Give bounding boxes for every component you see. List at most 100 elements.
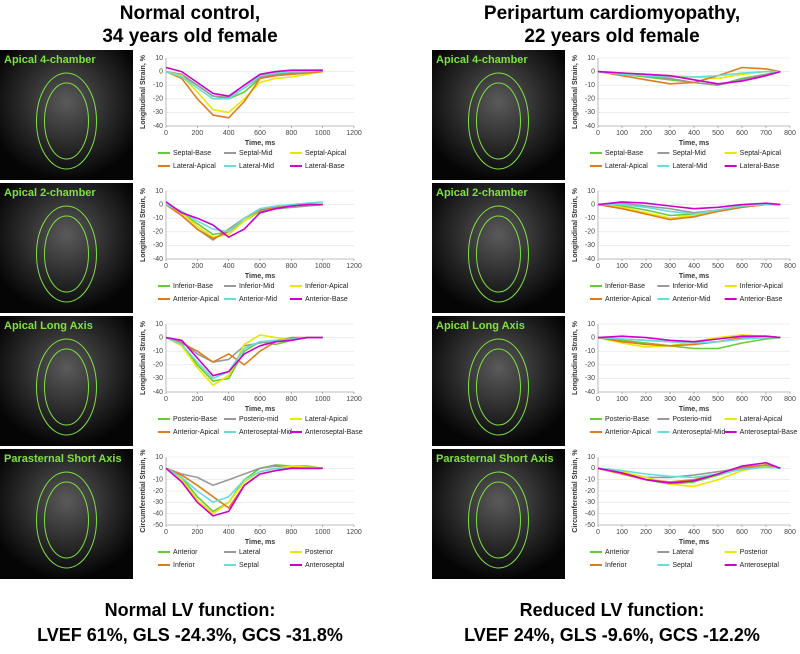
legend-label: Anteroseptal-Mid xyxy=(672,429,725,436)
x-tick-label: 800 xyxy=(285,263,297,270)
legend-label: Inferior-Apical xyxy=(740,283,784,290)
legend-label: Anteroseptal-Base xyxy=(740,429,798,436)
legend-label: Anteroseptal-Mid xyxy=(239,429,292,436)
legend-label: Inferior-Mid xyxy=(672,283,708,290)
x-tick-label: 600 xyxy=(736,130,748,137)
y-tick-label: -10 xyxy=(153,348,163,355)
x-tick-label: 0 xyxy=(164,529,168,536)
y-tick-label: 10 xyxy=(155,454,163,461)
y-tick-label: 10 xyxy=(587,454,595,461)
x-tick-label: 1000 xyxy=(315,130,331,137)
legend-label: Anterior xyxy=(605,549,630,556)
x-tick-label: 200 xyxy=(640,130,652,137)
series-line xyxy=(597,336,781,350)
series-line xyxy=(165,201,323,238)
column-title: 34 years old female xyxy=(102,26,277,47)
echo-image xyxy=(0,183,133,313)
x-axis-title: Time, ms xyxy=(245,539,275,546)
y-tick-label: 10 xyxy=(587,188,595,195)
series-line xyxy=(165,336,323,380)
y-tick-label: 0 xyxy=(591,201,595,208)
x-axis-title: Time, ms xyxy=(679,539,709,546)
legend-label: Anteroseptal-Base xyxy=(305,429,363,436)
legend-label: Anteroseptal xyxy=(740,562,780,569)
echo-contour xyxy=(476,215,521,293)
series-line xyxy=(165,336,323,377)
x-tick-label: 100 xyxy=(616,263,628,270)
view-label: Apical 4-chamber xyxy=(436,54,528,66)
chart-background xyxy=(136,50,364,180)
y-tick-label: 10 xyxy=(155,55,163,62)
y-tick-label: -30 xyxy=(585,109,595,116)
legend-label: Anteroseptal xyxy=(305,562,345,569)
y-tick-label: 10 xyxy=(155,188,163,195)
view-label: Apical Long Axis xyxy=(4,320,93,332)
x-tick-label: 1200 xyxy=(346,529,362,536)
x-tick-label: 200 xyxy=(640,529,652,536)
echo-image xyxy=(0,316,133,446)
y-tick-label: -30 xyxy=(153,375,163,382)
legend-label: Lateral-Apical xyxy=(605,163,648,170)
x-tick-label: 700 xyxy=(760,263,772,270)
x-tick-label: 200 xyxy=(191,130,203,137)
series-line xyxy=(597,335,781,343)
legend-label: Inferior-Apical xyxy=(305,283,349,290)
y-tick-label: -30 xyxy=(153,109,163,116)
legend-label: Anterior-Apical xyxy=(605,296,651,303)
x-axis-title: Time, ms xyxy=(679,140,709,147)
column-footer: LVEF 61%, GLS -24.3%, GCS -31.8% xyxy=(37,625,343,645)
x-tick-label: 0 xyxy=(596,263,600,270)
legend-label: Posterio-mid xyxy=(239,416,278,423)
y-tick-label: 10 xyxy=(587,321,595,328)
y-axis-title: Circumferential Strain, % xyxy=(572,449,579,533)
echo-contour xyxy=(476,82,521,160)
y-tick-label: 0 xyxy=(591,68,595,75)
y-tick-label: -10 xyxy=(153,215,163,222)
y-tick-label: -30 xyxy=(153,242,163,249)
y-axis-title: Longitudinal Strain, % xyxy=(572,54,579,129)
y-tick-label: -40 xyxy=(585,389,595,396)
echo-contour xyxy=(468,72,529,170)
legend-label: Septal-Apical xyxy=(305,150,347,157)
legend-label: Lateral-Mid xyxy=(672,163,707,170)
y-tick-label: -30 xyxy=(153,499,163,506)
legend-label: Septal-Base xyxy=(173,150,211,157)
legend-label: Anterior-Base xyxy=(305,296,348,303)
legend-label: Lateral xyxy=(672,549,694,556)
y-tick-label: -30 xyxy=(585,242,595,249)
column-footer: Normal LV function: xyxy=(105,600,276,620)
panel: Parasternal Short Axis -50 -40 -30 -20 -10 0 10… xyxy=(0,449,364,579)
series-line xyxy=(165,467,323,517)
x-tick-label: 1200 xyxy=(346,396,362,403)
echo-contour xyxy=(44,481,89,559)
echo-contour xyxy=(36,338,97,436)
legend-label: Anterior-Mid xyxy=(239,296,277,303)
y-tick-label: -50 xyxy=(153,522,163,529)
legend-label: Lateral-Mid xyxy=(239,163,274,170)
y-axis-title: Longitudinal Strain, % xyxy=(140,320,147,395)
x-tick-label: 100 xyxy=(616,130,628,137)
y-tick-label: -20 xyxy=(585,96,595,103)
y-tick-label: -20 xyxy=(585,362,595,369)
chart-background xyxy=(136,316,364,446)
y-tick-label: -40 xyxy=(153,256,163,263)
x-tick-label: 500 xyxy=(712,263,724,270)
legend-label: Inferior xyxy=(605,562,627,569)
legend-label: Septal-Mid xyxy=(239,150,273,157)
x-tick-label: 600 xyxy=(736,529,748,536)
y-tick-label: -40 xyxy=(153,511,163,518)
x-tick-label: 400 xyxy=(688,529,700,536)
y-tick-label: 10 xyxy=(155,321,163,328)
y-axis-title: Longitudinal Strain, % xyxy=(140,187,147,262)
legend-label: Septal xyxy=(672,562,692,569)
view-label: Apical 2-chamber xyxy=(4,187,96,199)
legend-label: Septal-Base xyxy=(605,150,643,157)
y-tick-label: -20 xyxy=(585,488,595,495)
x-tick-label: 0 xyxy=(596,396,600,403)
y-tick-label: 10 xyxy=(587,55,595,62)
x-tick-label: 300 xyxy=(664,529,676,536)
x-axis-title: Time, ms xyxy=(245,140,275,147)
y-tick-label: -10 xyxy=(153,82,163,89)
